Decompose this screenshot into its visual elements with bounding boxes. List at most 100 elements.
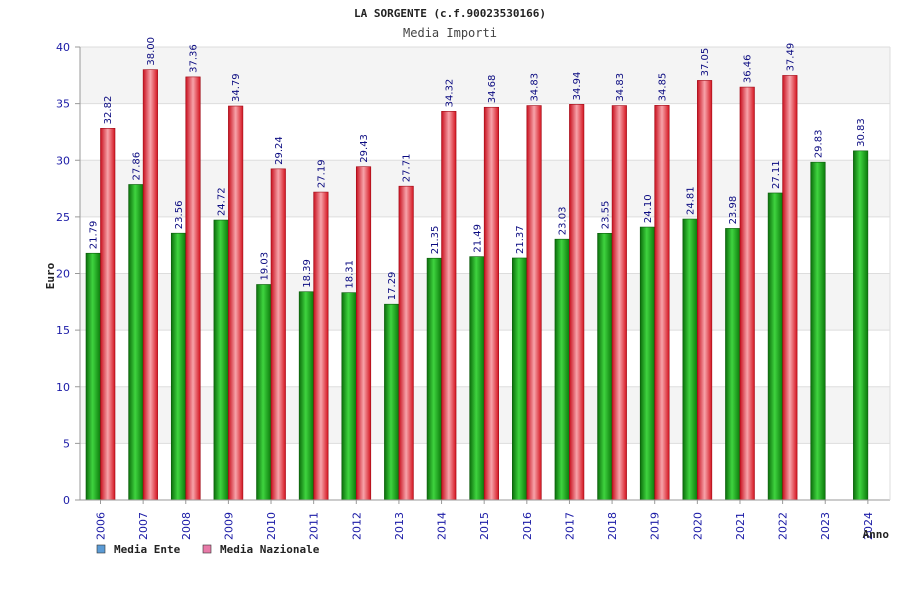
data-label: 21.79 [89,221,100,250]
bar-media-ente [469,256,485,501]
x-tick-label: 2007 [137,512,150,540]
data-label: 23.56 [174,201,185,230]
data-label: 23.98 [728,196,739,225]
data-label: 23.55 [600,201,611,230]
data-label: 18.31 [345,260,356,289]
x-tick-label: 2019 [649,512,662,540]
data-label: 24.81 [686,186,697,215]
bar-media-ente [682,218,698,501]
y-tick-label: 10 [56,381,70,394]
bar-media-nazionale [569,104,585,501]
bar-media-ente [767,192,783,501]
bar-media-nazionale [228,105,244,501]
bar-media-nazionale [185,76,201,501]
bar-media-ente [810,161,826,501]
data-label: 18.39 [302,259,313,288]
data-label: 34.79 [231,73,242,102]
x-tick-label: 2024 [862,512,875,540]
bar-media-ente [512,257,528,501]
bar-media-ente [554,238,570,501]
data-label: 37.05 [700,48,711,77]
x-tick-label: 2013 [393,512,406,540]
x-tick-label: 2014 [436,512,449,540]
y-tick-label: 35 [56,98,70,111]
x-tick-label: 2022 [777,512,790,540]
data-label: 19.03 [259,252,270,281]
data-label: 30.83 [856,118,867,147]
y-tick-label: 5 [63,437,70,450]
x-tick-label: 2016 [521,512,534,540]
x-tick-label: 2012 [350,512,363,540]
bar-media-nazionale [739,86,755,501]
bar-media-nazionale [782,75,798,501]
data-label: 34.94 [572,72,583,101]
data-label: 34.83 [615,73,626,102]
plot-band [80,47,890,104]
data-label: 24.72 [217,187,228,216]
bar-media-ente [384,303,400,501]
data-label: 24.10 [643,194,654,223]
y-tick-label: 20 [56,268,70,281]
legend-label-media-ente: Media Ente [114,543,181,556]
data-label: 17.29 [387,272,398,301]
data-label: 34.83 [530,73,541,102]
y-tick-label: 15 [56,324,70,337]
bar-media-ente [298,291,314,501]
bar-media-nazionale [654,105,670,501]
data-label: 23.03 [558,207,569,236]
x-tick-label: 2006 [95,512,108,540]
x-tick-label: 2011 [308,512,321,540]
data-label: 21.35 [430,226,441,255]
x-tick-label: 2010 [265,512,278,540]
bar-media-ente [256,284,272,501]
legend-swatch-media-ente [96,544,106,554]
data-label: 27.19 [316,159,327,188]
x-tick-label: 2008 [180,512,193,540]
bar-media-ente [170,232,187,501]
x-tick-label: 2023 [819,512,832,540]
y-tick-label: 25 [56,211,70,224]
x-tick-label: 2017 [563,512,576,540]
data-label: 27.71 [402,154,413,183]
bar-media-nazionale [313,191,329,501]
bar-media-ente [341,292,357,501]
data-label: 27.11 [771,160,782,189]
bar-media-ente [426,257,442,501]
bar-media-ente [725,228,741,501]
data-label: 37.36 [189,44,200,73]
bar-media-nazionale [355,166,372,501]
bar-media-ente [213,219,229,501]
data-label: 34.32 [444,79,455,108]
bar-media-nazionale [398,185,414,501]
legend-label-media-nazionale: Media Nazionale [220,543,320,556]
x-tick-label: 2018 [606,512,619,540]
x-tick-labels: 2006 2007 2008 2009 2010 2011 2012 2013 2014 2015… [95,500,875,540]
y-axis-label: Euro [44,262,57,289]
data-label: 34.85 [657,73,668,102]
y-tick-label: 30 [56,154,70,167]
bar-media-nazionale [611,105,627,501]
bar-media-ente [639,226,656,501]
bar-media-nazionale [483,106,499,501]
bar-media-ente [85,252,101,501]
y-tick-label: 0 [63,494,70,507]
bar-media-ente [128,184,144,501]
x-tick-label: 2021 [734,512,747,540]
chart-title: LA SORGENTE (c.f.90023530166) [354,7,546,20]
bar-media-nazionale [270,168,286,501]
y-tick-labels: 0 5 10 15 20 25 30 35 40 [56,41,80,507]
y-tick-label: 40 [56,41,70,54]
chart-subtitle: Media Importi [403,26,497,40]
x-tick-label: 2009 [222,512,235,540]
bar-media-nazionale [697,80,713,501]
x-axis-label: Anno [863,528,890,541]
data-label: 21.37 [515,225,526,254]
bar-media-nazionale [526,105,542,501]
x-tick-label: 2020 [691,512,704,540]
data-label: 36.46 [743,54,754,83]
data-label: 32.82 [103,96,114,125]
data-label: 34.68 [487,75,498,104]
data-label: 29.83 [813,130,824,159]
legend-swatch-media-nazionale [202,544,212,554]
bar-media-ente [597,232,613,501]
